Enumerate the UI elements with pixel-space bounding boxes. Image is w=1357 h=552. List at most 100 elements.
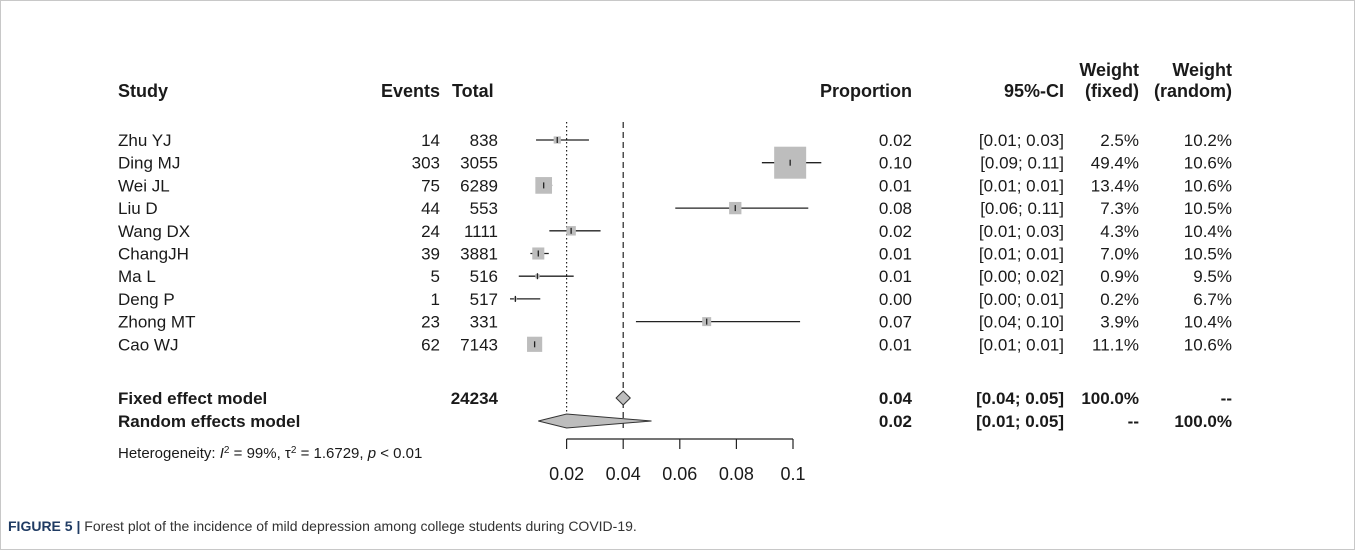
study-name: Liu D xyxy=(118,199,158,218)
study-ci: [0.01; 0.01] xyxy=(979,245,1064,264)
study-total: 6289 xyxy=(460,176,498,195)
caption-text: Forest plot of the incidence of mild dep… xyxy=(80,518,637,534)
x-tick-label: 0.06 xyxy=(662,464,697,484)
study-name: Zhong MT xyxy=(118,313,195,332)
study-ci: [0.09; 0.11] xyxy=(980,154,1064,173)
header-weight-fixed: (fixed) xyxy=(1085,81,1139,101)
study-proportion: 0.08 xyxy=(879,199,912,218)
study-proportion: 0.01 xyxy=(879,335,912,354)
fixed-model-label: Fixed effect model xyxy=(118,389,267,408)
study-total: 838 xyxy=(470,131,498,150)
header-ci: 95%-CI xyxy=(1004,81,1064,101)
study-proportion: 0.01 xyxy=(879,245,912,264)
study-events: 23 xyxy=(421,313,440,332)
header-weight-random-top: Weight xyxy=(1172,60,1232,80)
study-events: 44 xyxy=(421,199,440,218)
study-name: Cao WJ xyxy=(118,335,178,354)
study-proportion: 0.01 xyxy=(879,176,912,195)
study-proportion: 0.02 xyxy=(879,131,912,150)
study-events: 24 xyxy=(421,222,440,241)
study-ci: [0.00; 0.02] xyxy=(979,267,1064,286)
study-ci: [0.04; 0.10] xyxy=(979,313,1064,332)
random-model-weight-random: 100.0% xyxy=(1174,412,1232,431)
study-weight-random: 10.5% xyxy=(1184,245,1232,264)
study-name: Ma L xyxy=(118,267,156,286)
study-weight-fixed: 2.5% xyxy=(1100,131,1139,150)
study-weight-fixed: 7.0% xyxy=(1100,245,1139,264)
study-weight-fixed: 13.4% xyxy=(1091,176,1139,195)
header-proportion: Proportion xyxy=(820,81,912,101)
random-model-diamond xyxy=(538,413,652,429)
study-ci: [0.01; 0.01] xyxy=(979,335,1064,354)
study-total: 7143 xyxy=(460,335,498,354)
random-model-label: Random effects model xyxy=(118,412,300,431)
study-weight-random: 10.4% xyxy=(1184,222,1232,241)
study-proportion: 0.07 xyxy=(879,313,912,332)
fixed-model-proportion: 0.04 xyxy=(879,389,913,408)
study-total: 1111 xyxy=(464,222,498,241)
study-total: 331 xyxy=(470,313,498,332)
column-headers: Study Events Total Proportion 95%-CI Wei… xyxy=(118,60,1232,101)
study-ci: [0.01; 0.01] xyxy=(979,176,1064,195)
figure-caption: FIGURE 5 | Forest plot of the incidence … xyxy=(8,518,637,534)
study-events: 62 xyxy=(421,335,440,354)
study-weight-random: 10.6% xyxy=(1184,335,1232,354)
heterogeneity: Heterogeneity: I2 = 99%, τ2 = 1.6729, p … xyxy=(118,445,422,463)
study-events: 75 xyxy=(421,176,440,195)
study-weight-random: 10.4% xyxy=(1184,313,1232,332)
caption-label: FIGURE 5 | xyxy=(8,518,81,534)
study-ci: [0.00; 0.01] xyxy=(979,290,1064,309)
study-weight-fixed: 7.3% xyxy=(1100,199,1139,218)
x-axis: 0.02 0.04 0.06 0.08 0.1 xyxy=(549,438,806,484)
study-name: Wei JL xyxy=(118,176,170,195)
study-total: 3881 xyxy=(460,245,498,264)
x-tick-label: 0.08 xyxy=(719,464,754,484)
study-events: 5 xyxy=(431,267,440,286)
study-weight-random: 10.2% xyxy=(1184,131,1232,150)
study-name: Wang DX xyxy=(118,222,190,241)
study-weight-fixed: 11.1% xyxy=(1092,335,1139,354)
study-weight-random: 10.5% xyxy=(1184,199,1232,218)
study-weight-random: 6.7% xyxy=(1193,290,1232,309)
study-total: 3055 xyxy=(460,154,498,173)
study-events: 14 xyxy=(421,131,440,150)
plot-marks xyxy=(510,122,822,430)
study-weight-random: 9.5% xyxy=(1193,267,1232,286)
study-ci: [0.01; 0.03] xyxy=(979,131,1064,150)
fixed-model-weight-random: -- xyxy=(1221,389,1232,408)
fixed-model-diamond xyxy=(615,390,631,406)
study-name: Zhu YJ xyxy=(118,131,172,150)
study-total: 516 xyxy=(470,267,498,286)
x-tick-label: 0.04 xyxy=(606,464,641,484)
study-weight-random: 10.6% xyxy=(1184,154,1232,173)
fixed-model-weight-fixed: 100.0% xyxy=(1081,389,1139,408)
study-events: 39 xyxy=(421,245,440,264)
header-events: Events xyxy=(381,81,440,101)
study-weight-fixed: 0.9% xyxy=(1100,267,1139,286)
study-ci: [0.06; 0.11] xyxy=(980,199,1064,218)
study-proportion: 0.10 xyxy=(879,154,912,173)
x-tick-label: 0.1 xyxy=(780,464,805,484)
study-weight-fixed: 3.9% xyxy=(1100,313,1139,332)
study-name: ChangJH xyxy=(118,245,189,264)
study-total: 553 xyxy=(470,199,498,218)
study-proportion: 0.01 xyxy=(879,267,912,286)
study-name: Deng P xyxy=(118,290,175,309)
study-total: 517 xyxy=(470,290,498,309)
study-proportion: 0.00 xyxy=(879,290,912,309)
x-tick-label: 0.02 xyxy=(549,464,584,484)
random-model-ci: [0.01; 0.05] xyxy=(976,412,1064,431)
random-model-weight-fixed: -- xyxy=(1128,412,1139,431)
study-weight-random: 10.6% xyxy=(1184,176,1232,195)
forest-plot: Study Events Total Proportion 95%-CI Wei… xyxy=(118,60,1232,484)
study-weight-fixed: 4.3% xyxy=(1100,222,1139,241)
study-weight-fixed: 49.4% xyxy=(1091,154,1139,173)
study-weight-fixed: 0.2% xyxy=(1100,290,1139,309)
study-name: Ding MJ xyxy=(118,154,180,173)
study-ci: [0.01; 0.03] xyxy=(979,222,1064,241)
random-model-proportion: 0.02 xyxy=(879,412,912,431)
fixed-model-ci: [0.04; 0.05] xyxy=(976,389,1064,408)
header-study: Study xyxy=(118,81,168,101)
header-weight-random: (random) xyxy=(1154,81,1232,101)
